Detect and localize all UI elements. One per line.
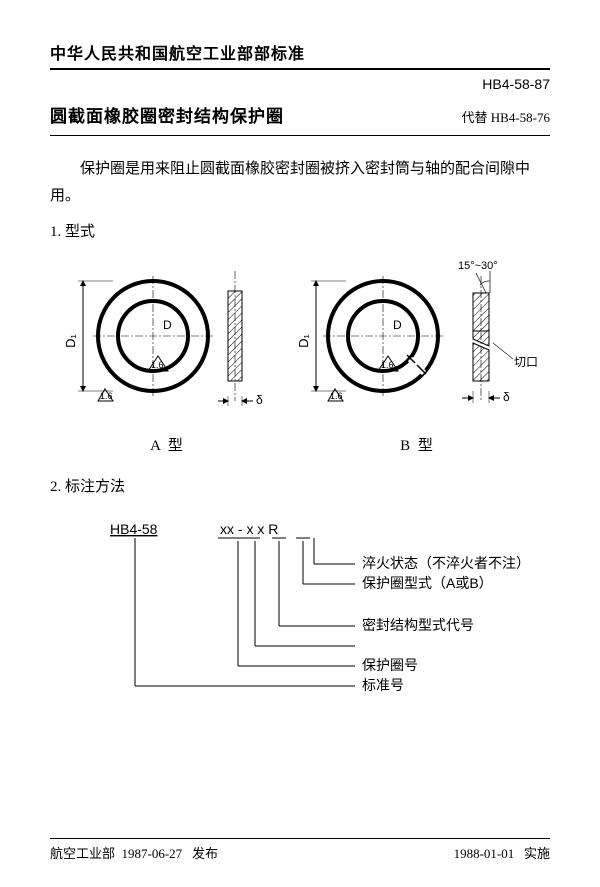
svg-text:密封结构型式代号: 密封结构型式代号 [362,617,474,633]
figure-b-label: B 型 [298,434,538,455]
svg-text:1.6: 1.6 [100,391,113,401]
section-1: 1. 型式 [50,220,550,241]
notation-svg: HB4-58 xx - x x R 淬火状态（不淬火者不注） [90,516,560,716]
svg-text:δ: δ [503,390,510,404]
svg-text:保护圈号: 保护圈号 [362,657,418,673]
svg-text:1.6: 1.6 [151,360,164,370]
replace-code: 代替 HB4-58-76 [462,107,550,126]
footer-left: 航空工业部 1987-06-27 发布 [50,843,218,862]
footer-right: 1988-01-01 实施 [454,843,550,862]
section-2: 2. 标注方法 [50,475,550,496]
header-org: 中华人民共和国航空工业部部标准 [50,40,550,70]
figure-a: D₁ D 1.6 1.6 [63,251,273,455]
svg-text:HB4-58: HB4-58 [110,521,158,537]
svg-text:保护圈型式（A或B）: 保护圈型式（A或B） [362,575,493,591]
title-row: 圆截面橡胶圈密封结构保护圈 代替 HB4-58-76 [50,102,550,136]
svg-text:15°~30°: 15°~30° [458,260,498,272]
figure-a-label: A 型 [63,434,273,455]
svg-text:淬火状态（不淬火者不注）: 淬火状态（不淬火者不注） [362,555,530,571]
svg-text:D: D [163,318,172,332]
doc-title: 圆截面橡胶圈密封结构保护圈 [50,102,284,127]
standard-code: HB4-58-87 [50,76,550,92]
svg-text:xx - x x R: xx - x x R [220,521,278,537]
svg-text:1.6: 1.6 [330,391,343,401]
footer: 航空工业部 1987-06-27 发布 1988-01-01 实施 [50,838,550,862]
svg-text:D: D [393,318,402,332]
svg-text:δ: δ [256,393,263,407]
svg-text:D₁: D₁ [63,334,78,348]
figure-a-svg: D₁ D 1.6 1.6 [63,251,273,421]
notation-diagram: HB4-58 xx - x x R 淬火状态（不淬火者不注） [50,516,550,716]
svg-text:1.6: 1.6 [381,360,394,370]
svg-text:切口: 切口 [514,355,538,369]
svg-text:标准号: 标准号 [362,677,404,693]
figure-b: D₁ D 1.6 1.6 15°~30° [298,251,538,455]
figures-row: D₁ D 1.6 1.6 [50,251,550,455]
figure-b-svg: D₁ D 1.6 1.6 15°~30° [298,251,538,421]
intro-paragraph: 保护圈是用来阻止圆截面橡胶密封圈被挤入密封筒与轴的配合间隙中用。 [50,156,550,210]
svg-text:D₁: D₁ [298,334,311,348]
